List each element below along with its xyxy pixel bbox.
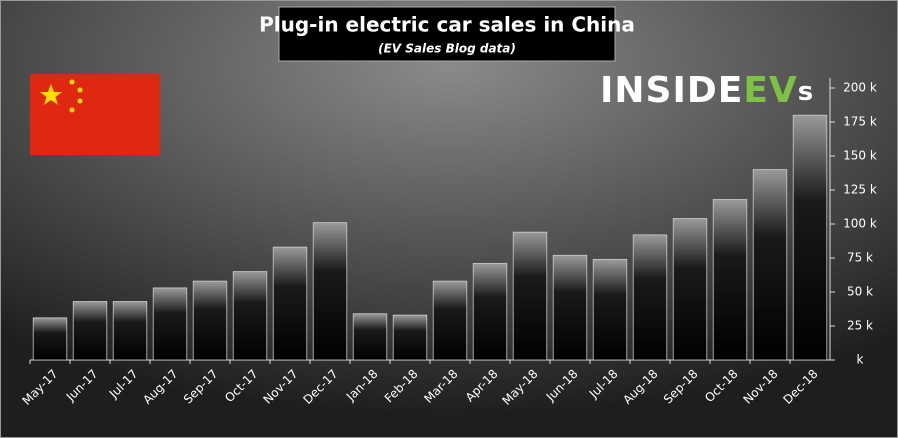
bar <box>672 218 708 361</box>
bar <box>712 199 748 361</box>
y-tick-label: 50 k <box>847 285 873 299</box>
bar <box>232 271 268 361</box>
y-tick-label: 200 k <box>843 81 877 95</box>
y-tick-label: 125 k <box>843 183 877 197</box>
flag <box>30 74 160 155</box>
bar <box>552 254 588 361</box>
bar <box>432 280 468 361</box>
y-tick-label: 150 k <box>843 149 877 163</box>
chart-title: Plug-in electric car sales in China <box>259 13 635 37</box>
bar <box>112 301 148 361</box>
bar <box>352 313 388 361</box>
logo-part: EV <box>743 70 797 111</box>
bar <box>392 314 428 361</box>
bar <box>152 287 188 361</box>
y-tick-label: 100 k <box>843 217 877 231</box>
logo: INSIDEEVs <box>600 70 814 111</box>
logo-part: INSIDE <box>600 70 743 111</box>
bar <box>272 246 308 361</box>
bar <box>592 258 628 361</box>
y-tick-label: 25 k <box>847 319 873 333</box>
bar <box>312 222 348 361</box>
y-tick-label: 75 k <box>847 251 873 265</box>
bar <box>632 234 668 361</box>
bar <box>472 263 508 361</box>
title-box: Plug-in electric car sales in China (EV … <box>259 6 635 62</box>
bar <box>752 169 788 361</box>
bar <box>792 114 828 361</box>
bar <box>72 301 108 361</box>
bar <box>192 280 228 361</box>
logo-part: s <box>798 77 814 107</box>
bar <box>32 317 68 361</box>
y-tick-label: k <box>857 353 864 367</box>
bar <box>512 231 548 361</box>
chart-subtitle: (EV Sales Blog data) <box>378 42 516 56</box>
y-tick-label: 175 k <box>843 115 877 129</box>
